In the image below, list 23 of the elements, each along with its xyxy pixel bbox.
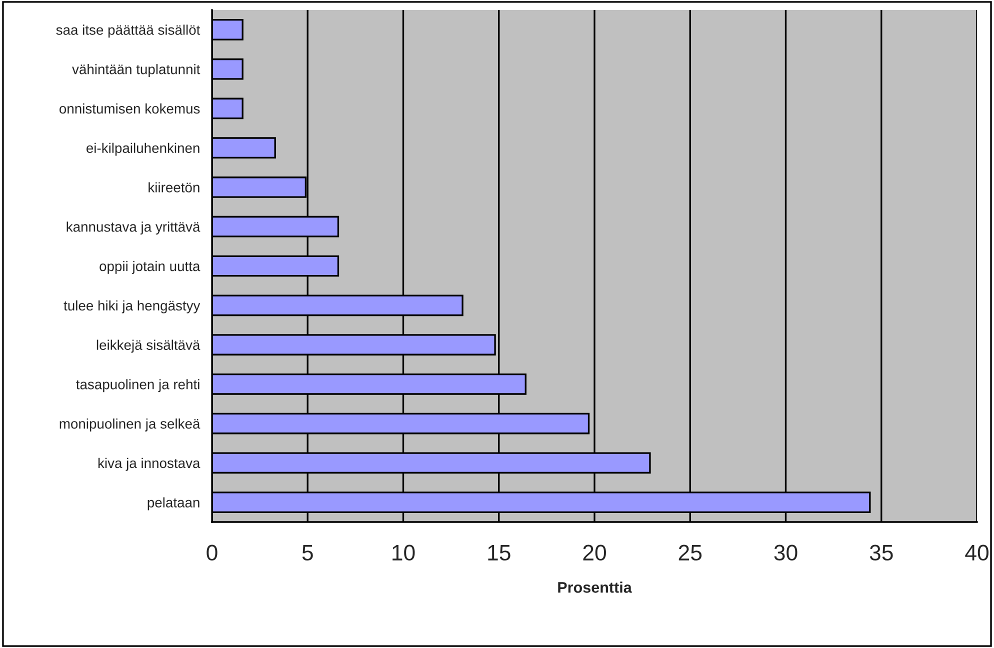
y-tick-label: kiireetön <box>148 182 200 192</box>
y-tick-label: oppii jotain uutta <box>100 260 200 274</box>
y-tick-label: tulee hiki ja hengästyy <box>64 300 200 314</box>
x-tick-label: 40 <box>965 544 988 561</box>
x-tick-label: 10 <box>392 544 415 561</box>
x-tick-label: 30 <box>774 544 798 561</box>
y-tick-label: vähintään tuplatunnit <box>72 64 200 77</box>
y-tick-label: leikkejä sisältävä <box>96 340 200 353</box>
y-tick-label: kiva ja innostava <box>98 458 200 471</box>
x-tick-label: 25 <box>678 544 702 561</box>
x-tick-label: 0 <box>206 544 218 561</box>
y-tick-label: kannustava ja yrittävä <box>66 222 200 235</box>
x-tick-label: 20 <box>583 544 606 561</box>
y-tick-label: tasapuolinen ja rehti <box>76 379 200 392</box>
x-tick-label: 35 <box>870 544 893 561</box>
y-tick-label: onnistumisen kokemus <box>60 103 200 114</box>
y-tick-label: monipuolinen ja selkeä <box>60 418 200 432</box>
x-tick-label: 5 <box>302 545 313 561</box>
y-tick-label: ei-kilpailuhenkinen <box>86 142 200 156</box>
y-tick-label: pelataan <box>148 497 200 510</box>
y-tick-label: saa itse päättää sisällöt <box>56 24 200 38</box>
x-tick-label: 15 <box>488 545 510 561</box>
x-axis-title: Prosenttia <box>558 582 632 593</box>
